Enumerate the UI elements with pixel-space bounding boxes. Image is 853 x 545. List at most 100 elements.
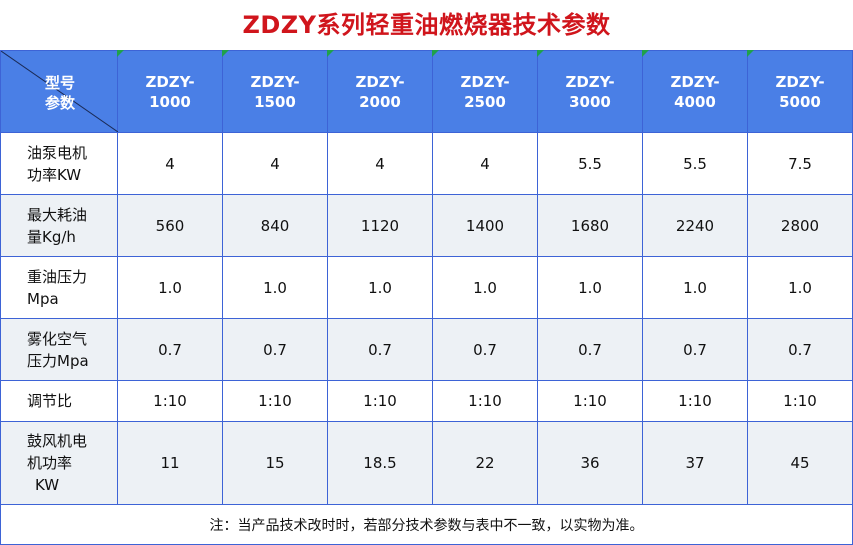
corner-model-label: 型号 (45, 74, 76, 92)
table-cell: 18.5 (327, 421, 433, 505)
model-header-4000: ZDZY- 4000 (642, 50, 748, 133)
row-label-line: 功率KW (27, 165, 82, 184)
model-header-2500: ZDZY- 2500 (432, 50, 538, 133)
row-label-line: 最大耗油 (27, 205, 88, 224)
corner-marker-icon (432, 50, 439, 57)
table-cell: 5.5 (537, 132, 643, 195)
footnote: 注：当产品技术改时时，若部分技术参数与表中不一致，以实物为准。 (0, 504, 853, 545)
model-header-3000: ZDZY- 3000 (537, 50, 643, 133)
model-header-1000: ZDZY- 1000 (117, 50, 223, 133)
table-cell: 5.5 (642, 132, 748, 195)
model-header-5000: ZDZY- 5000 (747, 50, 853, 133)
model-prefix: ZDZY- (250, 72, 300, 91)
table-row: 雾化空气 压力Mpa 0.7 0.7 0.7 0.7 0.7 0.7 0.7 (0, 318, 853, 381)
table-cell: 1400 (432, 194, 538, 257)
table-cell: 36 (537, 421, 643, 505)
corner-marker-icon (222, 50, 229, 57)
model-prefix: ZDZY- (670, 72, 720, 91)
row-label-line: 重油压力 (27, 267, 88, 286)
table-cell: 1.0 (222, 256, 328, 319)
corner-marker-icon (537, 50, 544, 57)
table-row: 最大耗油 量Kg/h 560 840 1120 1400 1680 2240 2800 (0, 194, 853, 257)
table-cell: 2800 (747, 194, 853, 257)
row-label-line: 量Kg/h (27, 227, 76, 246)
table-cell: 0.7 (432, 318, 538, 381)
model-prefix: ZDZY- (460, 72, 510, 91)
model-header-1500: ZDZY- 1500 (222, 50, 328, 133)
table-cell: 1:10 (747, 380, 853, 422)
model-number: 1500 (254, 92, 296, 111)
table-cell: 37 (642, 421, 748, 505)
model-number: 4000 (674, 92, 716, 111)
table-cell: 1:10 (642, 380, 748, 422)
row-label-line: KW (35, 476, 60, 494)
diagonal-line (1, 51, 118, 132)
row-label: 雾化空气压力Mpa (0, 318, 118, 381)
table-cell: 560 (117, 194, 223, 257)
row-label-line: 鼓风机电 (27, 432, 88, 450)
table-cell: 1120 (327, 194, 433, 257)
model-number: 5000 (779, 92, 821, 111)
row-label: 油泵电机功率KW (0, 132, 118, 195)
table-cell: 0.7 (642, 318, 748, 381)
model-number: 2000 (359, 92, 401, 111)
header-row: 型号 参数 ZDZY- 1000 ZDZY- 1500 ZDZY- 2000 ZDZY- 25… (0, 50, 853, 133)
row-label: 最大耗油量Kg/h (0, 194, 118, 257)
corner-param-label: 参数 (45, 94, 76, 112)
model-prefix: ZDZY- (145, 72, 195, 91)
corner-marker-icon (642, 50, 649, 57)
table-cell: 15 (222, 421, 328, 505)
corner-marker-icon (327, 50, 334, 57)
table-row: 油泵电机 功率KW 4 4 4 4 5.5 5.5 7.5 (0, 132, 853, 195)
table-cell: 1.0 (747, 256, 853, 319)
row-label-line: 压力Mpa (27, 351, 89, 370)
table-cell: 0.7 (537, 318, 643, 381)
row-label-line: 雾化空气 (27, 329, 88, 348)
table-cell: 11 (117, 421, 223, 505)
model-prefix: ZDZY- (565, 72, 615, 91)
row-label: 重油压力 Mpa (0, 256, 118, 319)
table-cell: 0.7 (117, 318, 223, 381)
table-cell: 4 (327, 132, 433, 195)
spec-table: 型号 参数 ZDZY- 1000 ZDZY- 1500 ZDZY- 2000 ZDZY- 25… (0, 50, 853, 545)
table-cell: 4 (117, 132, 223, 195)
table-cell: 1:10 (327, 380, 433, 422)
table-cell: 1.0 (432, 256, 538, 319)
table-cell: 0.7 (222, 318, 328, 381)
table-cell: 1.0 (642, 256, 748, 319)
row-label: 调节比 (0, 380, 118, 422)
table-cell: 22 (432, 421, 538, 505)
model-prefix: ZDZY- (355, 72, 405, 91)
table-cell: 45 (747, 421, 853, 505)
row-label-line: 机功率 (27, 454, 73, 472)
corner-marker-icon (117, 50, 124, 57)
table-cell: 0.7 (747, 318, 853, 381)
row-label-line: 调节比 (27, 392, 73, 410)
table-cell: 1:10 (117, 380, 223, 422)
model-number: 2500 (464, 92, 506, 111)
model-number: 3000 (569, 92, 611, 111)
corner-cell: 型号 参数 (0, 50, 118, 133)
row-label-line: 油泵电机 (27, 143, 88, 162)
table-cell: 4 (222, 132, 328, 195)
model-prefix: ZDZY- (775, 72, 825, 91)
table-cell: 1.0 (537, 256, 643, 319)
page-title: ZDZY系列轻重油燃烧器技术参数 (242, 11, 611, 39)
table-cell: 2240 (642, 194, 748, 257)
table-cell: 4 (432, 132, 538, 195)
table-row: 调节比 1:10 1:10 1:10 1:10 1:10 1:10 1:10 (0, 380, 853, 422)
table-row: 重油压力 Mpa 1.0 1.0 1.0 1.0 1.0 1.0 1.0 (0, 256, 853, 319)
table-cell: 1:10 (537, 380, 643, 422)
row-label: 鼓风机电机功率 KW (0, 421, 118, 505)
table-row: 鼓风机电机功率 KW 11 15 18.5 22 36 37 45 (0, 421, 853, 505)
corner-marker-icon (747, 50, 754, 57)
table-cell: 0.7 (327, 318, 433, 381)
note-row: 注：当产品技术改时时，若部分技术参数与表中不一致，以实物为准。 (0, 504, 853, 545)
table-cell: 1:10 (432, 380, 538, 422)
table-cell: 840 (222, 194, 328, 257)
model-number: 1000 (149, 92, 191, 111)
model-header-2000: ZDZY- 2000 (327, 50, 433, 133)
table-cell: 1.0 (117, 256, 223, 319)
table-cell: 1680 (537, 194, 643, 257)
